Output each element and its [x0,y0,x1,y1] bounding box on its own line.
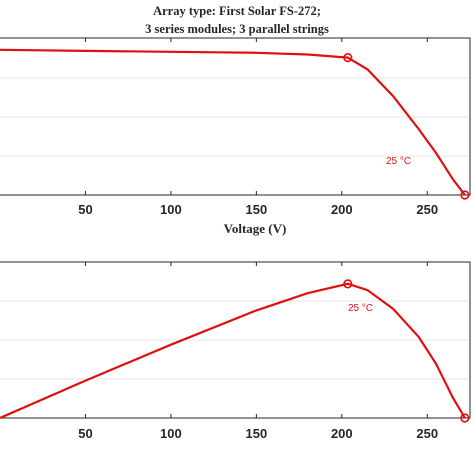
x-tick-label: 150 [246,202,268,217]
temperature-annotation: 25 °C [348,303,373,314]
chart-title-line2: 3 series modules; 3 parallel strings [145,22,329,36]
bottom-plot: 50 100 150 200 250 25 °C [0,261,471,441]
x-tick-label: 200 [331,426,353,441]
plot-frame [0,261,471,419]
curve-marker [343,279,353,289]
x-tick-label: 150 [246,426,268,441]
chart-title-line1: Array type: First Solar FS-272; [153,4,321,18]
plot-frame [0,37,471,196]
curve-marker [460,413,470,423]
x-tick-label: 250 [416,426,438,441]
x-tick-label: 250 [416,202,438,217]
curve-marker [343,53,353,63]
x-tick-label: 100 [160,202,182,217]
x-tick-label: 50 [78,426,92,441]
iv-curve-line [0,282,466,420]
curve-marker [460,190,470,200]
iv-curve-line [0,48,466,196]
temperature-annotation: 25 °C [386,156,411,167]
x-tick-label: 50 [78,202,92,217]
x-tick-label: 100 [160,426,182,441]
top-plot: 50 100 150 200 250 Voltage (V) 25 °C [0,37,471,236]
x-tick-label: 200 [331,202,353,217]
x-axis-label: Voltage (V) [224,221,287,236]
